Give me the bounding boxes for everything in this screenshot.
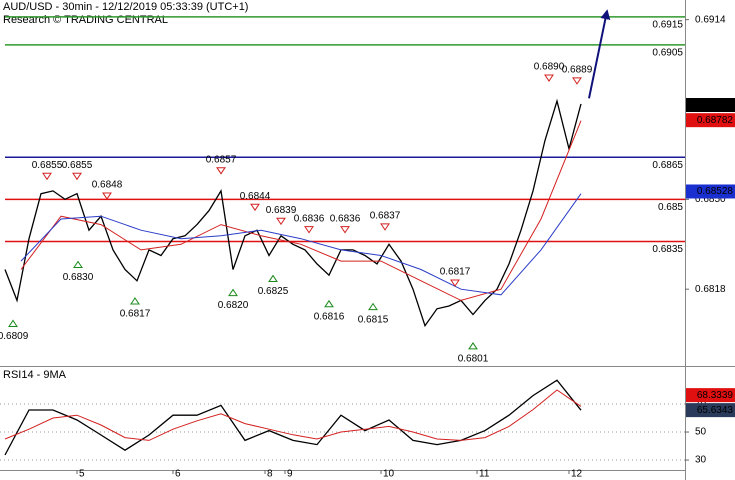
high-label: 0.6855 bbox=[32, 160, 63, 171]
high-marker bbox=[572, 77, 582, 85]
level-label: 0.6915 bbox=[652, 19, 683, 30]
low-marker bbox=[268, 274, 278, 283]
high-marker bbox=[450, 279, 460, 287]
high-label: 0.6836 bbox=[294, 213, 325, 224]
low-label: 0.6801 bbox=[458, 354, 489, 365]
low-label: 0.6820 bbox=[218, 300, 249, 311]
low-marker bbox=[468, 342, 478, 350]
y-tick-label: 0.6914 bbox=[695, 14, 726, 25]
high-label: 0.6857 bbox=[206, 154, 237, 165]
price-tag bbox=[686, 98, 735, 113]
chart-title: AUD/USD - 30min - 12/12/2019 05:33:39 (U… bbox=[3, 1, 248, 13]
low-marker bbox=[8, 319, 18, 327]
low-label: 0.6816 bbox=[314, 311, 345, 322]
high-label: 0.6848 bbox=[92, 180, 123, 191]
x-tick-label: 12 bbox=[571, 469, 583, 480]
chart-title: RSI14 - 9MA bbox=[3, 369, 67, 381]
forecast-arrow bbox=[588, 9, 611, 99]
low-label: 0.6815 bbox=[358, 314, 389, 325]
high-marker bbox=[42, 172, 52, 181]
high-marker bbox=[216, 167, 226, 175]
low-marker bbox=[368, 302, 378, 311]
x-tick-label: 6 bbox=[175, 469, 181, 480]
price-tag-label: 68.3339 bbox=[697, 390, 734, 401]
x-tick-label: 5 bbox=[79, 469, 85, 480]
y-tick-label: 0.6818 bbox=[695, 284, 726, 295]
price-tag-label: 0.68836 bbox=[697, 100, 734, 111]
y-tick-label: 30 bbox=[695, 455, 707, 466]
high-label: 0.6836 bbox=[330, 213, 361, 224]
low-label: 0.6817 bbox=[120, 309, 151, 320]
low-marker bbox=[324, 299, 334, 308]
low-label: 0.6825 bbox=[258, 286, 289, 297]
chart-subtitle: Research © TRADING CENTRAL bbox=[3, 14, 168, 26]
x-tick-label: 9 bbox=[287, 469, 293, 480]
low-marker bbox=[130, 297, 140, 305]
x-tick-label: 11 bbox=[479, 469, 490, 480]
high-marker bbox=[102, 192, 112, 200]
high-label: 0.6817 bbox=[440, 267, 471, 278]
y-tick-label: 0.6850 bbox=[695, 194, 726, 205]
high-marker bbox=[380, 223, 390, 231]
price-tag bbox=[686, 403, 735, 418]
level-label: 0.685 bbox=[658, 202, 683, 213]
price-tag bbox=[686, 388, 735, 403]
price-tag bbox=[686, 113, 735, 128]
high-label: 0.6855 bbox=[62, 160, 93, 171]
low-label: 0.6830 bbox=[63, 272, 94, 283]
series-line bbox=[20, 193, 582, 296]
low-marker bbox=[228, 288, 238, 297]
high-label: 0.6839 bbox=[266, 205, 297, 216]
high-label: 0.6844 bbox=[240, 191, 271, 202]
high-marker bbox=[340, 226, 350, 234]
x-tick-label: 8 bbox=[267, 469, 273, 480]
y-tick-label: 50 bbox=[695, 427, 707, 438]
series-line bbox=[4, 389, 582, 441]
high-marker bbox=[250, 203, 260, 212]
x-tick-label: 10 bbox=[383, 469, 395, 480]
price-tag bbox=[686, 184, 735, 199]
price-tag-label: 0.68782 bbox=[697, 115, 734, 126]
high-label: 0.6890 bbox=[534, 62, 565, 73]
high-marker bbox=[544, 74, 554, 82]
price-tag-label: 65.6343 bbox=[697, 405, 734, 416]
low-marker bbox=[73, 260, 83, 268]
series-line bbox=[4, 379, 582, 456]
high-marker bbox=[276, 217, 286, 226]
level-label: 0.6865 bbox=[652, 160, 683, 171]
high-marker bbox=[304, 226, 314, 234]
high-label: 0.6837 bbox=[370, 210, 401, 221]
low-label: 0.6809 bbox=[0, 331, 29, 342]
high-label: 0.6889 bbox=[562, 64, 593, 75]
price-tag-label: 0.68528 bbox=[697, 186, 734, 197]
level-label: 0.6905 bbox=[652, 48, 683, 59]
level-label: 0.6835 bbox=[652, 244, 683, 255]
high-marker bbox=[72, 172, 82, 181]
